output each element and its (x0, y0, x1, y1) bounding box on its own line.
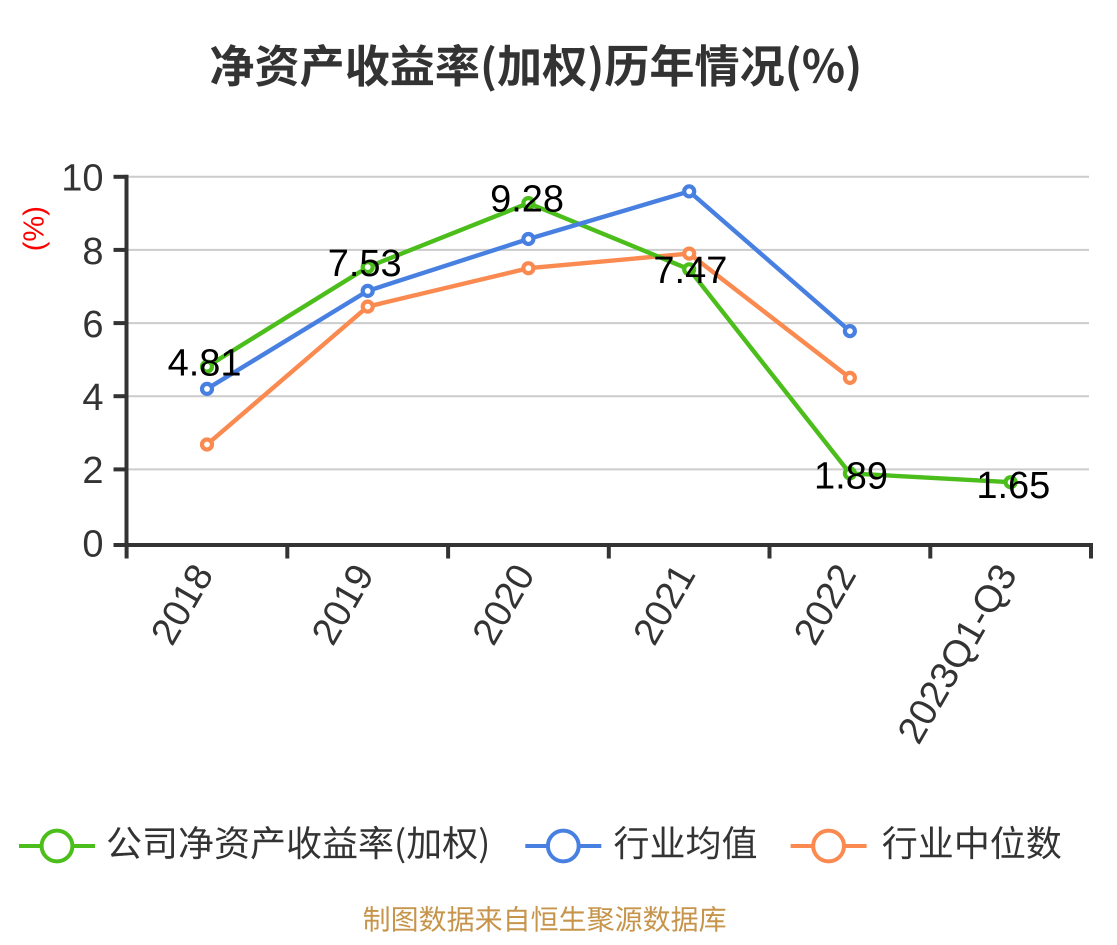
svg-text:4.81: 4.81 (168, 343, 242, 385)
svg-text:7.53: 7.53 (328, 243, 402, 285)
svg-text:8: 8 (82, 231, 103, 273)
svg-text:0: 0 (82, 523, 103, 565)
svg-text:10: 10 (61, 158, 103, 200)
svg-text:(%): (%) (18, 206, 50, 251)
svg-text:9.28: 9.28 (490, 178, 564, 220)
svg-text:4: 4 (82, 377, 103, 419)
svg-text:2: 2 (82, 450, 103, 492)
svg-text:6: 6 (82, 304, 103, 346)
svg-text:1.65: 1.65 (976, 465, 1050, 507)
svg-text:7.47: 7.47 (653, 250, 727, 292)
svg-text:1.89: 1.89 (814, 456, 888, 498)
